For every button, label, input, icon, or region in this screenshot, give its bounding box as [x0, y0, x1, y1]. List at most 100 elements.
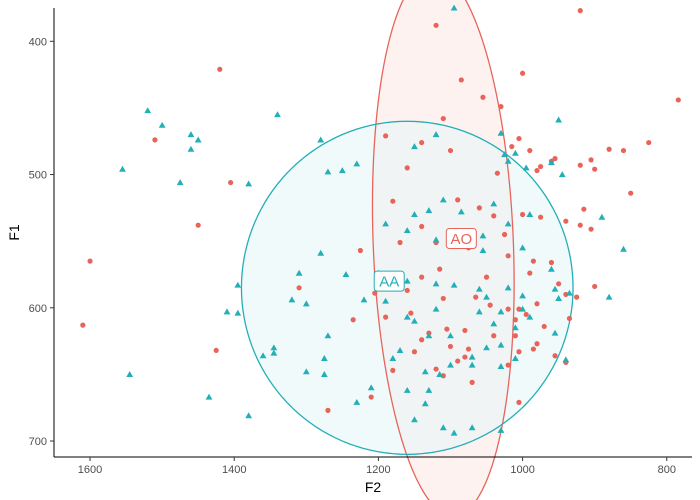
point-aa	[205, 393, 213, 400]
point-aa	[425, 386, 433, 393]
point-aa	[432, 131, 440, 138]
point-ao	[606, 146, 612, 152]
point-ao	[217, 66, 223, 72]
point-ao	[620, 147, 627, 154]
point-ao	[80, 322, 86, 328]
point-aa	[432, 236, 440, 243]
point-ao	[548, 259, 555, 266]
point-aa	[551, 285, 559, 292]
point-ao	[440, 295, 446, 302]
point-ao	[538, 214, 544, 220]
point-aa	[425, 207, 433, 214]
point-aa	[234, 309, 242, 316]
point-ao	[516, 399, 522, 405]
point-ao	[480, 94, 486, 100]
point-ao	[455, 358, 461, 364]
point-ao	[368, 394, 374, 400]
point-aa	[511, 355, 519, 361]
point-aa	[403, 386, 411, 393]
x-tick-label: 1600	[78, 464, 102, 476]
point-ao	[372, 290, 378, 296]
point-aa	[468, 361, 476, 368]
ellipse-label-ao: AO	[445, 227, 477, 249]
point-ao	[350, 317, 356, 323]
point-ao	[228, 179, 234, 186]
point-ao	[563, 218, 569, 224]
point-ao	[437, 266, 443, 272]
point-aa	[126, 370, 134, 377]
point-ao	[512, 317, 518, 323]
point-aa	[119, 165, 126, 172]
ellipse-outline-aa	[240, 120, 574, 455]
point-ao	[440, 115, 446, 122]
point-aa	[450, 4, 458, 11]
point-ao	[419, 337, 425, 343]
point-aa	[302, 300, 310, 307]
point-ao	[325, 407, 331, 413]
point-ao	[519, 211, 526, 218]
point-ao	[296, 285, 302, 291]
point-ao	[213, 347, 219, 354]
point-ao	[491, 333, 497, 339]
point-aa	[562, 356, 570, 363]
ellipse-label-aa: AA	[373, 270, 405, 292]
ellipse-label-box	[373, 270, 405, 292]
x-tick-label: 1000	[510, 464, 534, 476]
point-ao	[440, 373, 446, 379]
point-ao	[675, 97, 681, 103]
point-ao	[588, 157, 594, 163]
point-ao	[473, 294, 479, 300]
point-aa	[558, 171, 566, 178]
point-ao	[592, 166, 598, 172]
point-ao	[462, 327, 468, 334]
point-aa	[468, 353, 476, 360]
point-aa	[450, 281, 458, 288]
y-tick-label: 400	[29, 36, 47, 48]
point-ao	[628, 190, 634, 196]
point-ao	[419, 223, 425, 230]
point-aa	[447, 332, 454, 339]
point-aa	[144, 107, 152, 114]
point-aa	[324, 168, 332, 175]
point-aa	[324, 332, 332, 339]
point-ao	[455, 197, 461, 203]
x-tick-label: 1200	[366, 464, 390, 476]
point-ao	[390, 367, 396, 373]
point-aa	[403, 227, 411, 234]
point-ao	[483, 274, 490, 280]
point-ao	[530, 258, 537, 264]
point-aa	[432, 280, 440, 287]
ellipse-fill-aa	[241, 121, 574, 455]
point-ao	[527, 270, 533, 276]
point-ao	[534, 301, 540, 307]
point-ao	[566, 315, 573, 322]
point-ao	[152, 137, 158, 143]
point-ao	[556, 281, 562, 287]
point-ao	[588, 226, 594, 232]
point-aa	[382, 297, 390, 304]
point-ao	[592, 283, 598, 290]
point-ao	[534, 341, 540, 347]
point-aa	[320, 355, 328, 361]
point-ao	[419, 274, 425, 280]
point-aa	[504, 284, 512, 291]
point-aa	[338, 167, 346, 174]
ellipse-outline-ao	[371, 0, 515, 500]
point-aa	[274, 111, 281, 118]
point-ao	[519, 70, 526, 76]
point-aa	[411, 317, 418, 324]
point-ao	[552, 155, 558, 162]
point-ao	[516, 349, 522, 355]
point-aa	[396, 347, 404, 353]
point-aa	[479, 232, 487, 239]
ellipse-label-text: AO	[450, 231, 472, 248]
axes: 1600 1400 1200 1000 800 400 500 600 700 F2 F1	[6, 8, 692, 495]
point-aa	[425, 332, 433, 339]
point-ao	[447, 147, 454, 154]
point-ao	[465, 346, 472, 352]
point-ao	[527, 147, 533, 154]
point-ao	[541, 323, 547, 330]
point-ao	[534, 167, 540, 174]
y-tick-label: 500	[29, 170, 47, 182]
